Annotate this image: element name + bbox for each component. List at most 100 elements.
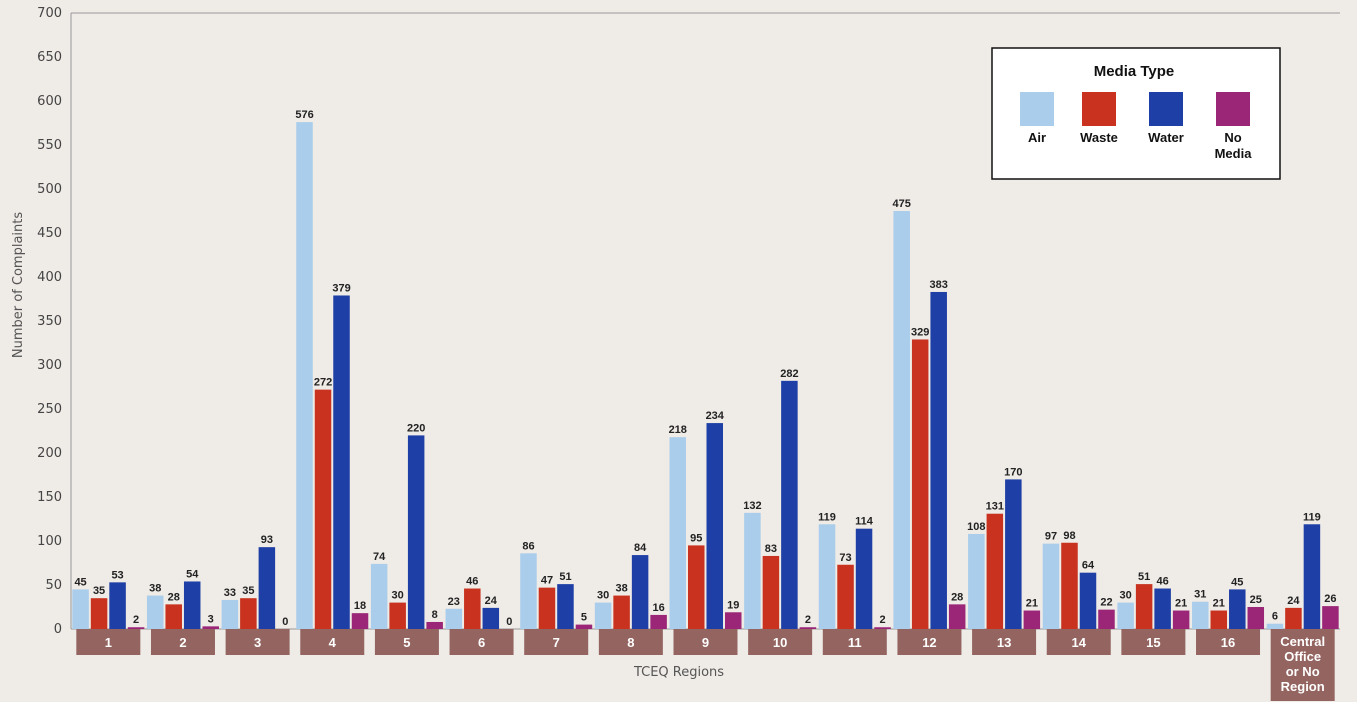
bar xyxy=(911,339,929,629)
legend-label: Media xyxy=(1215,146,1253,161)
bar xyxy=(1172,610,1190,629)
y-tick-label: 550 xyxy=(37,138,62,153)
bar xyxy=(183,581,201,629)
bar xyxy=(464,588,481,629)
category-label-box xyxy=(598,629,663,655)
bar xyxy=(1023,610,1041,629)
bar xyxy=(1079,572,1097,629)
bar xyxy=(333,295,350,629)
data-label: 21 xyxy=(1213,598,1225,610)
data-label: 119 xyxy=(818,511,836,523)
data-label: 28 xyxy=(168,591,180,603)
data-label: 5 xyxy=(581,612,587,624)
data-label: 30 xyxy=(597,590,609,602)
data-label: 30 xyxy=(392,590,404,602)
category-label-box xyxy=(822,629,887,655)
data-label: 54 xyxy=(186,568,199,580)
data-label: 132 xyxy=(743,500,761,512)
data-label: 73 xyxy=(839,552,851,564)
legend-swatch xyxy=(1020,92,1054,126)
data-label: 329 xyxy=(911,326,929,338)
bar xyxy=(781,380,798,629)
data-label: 74 xyxy=(373,551,386,563)
bar xyxy=(818,524,836,629)
data-label: 2 xyxy=(133,614,139,626)
bar xyxy=(1266,623,1284,629)
data-label: 64 xyxy=(1082,560,1095,572)
data-label: 18 xyxy=(354,600,366,612)
category-label: 9 xyxy=(702,635,709,650)
category-label-box xyxy=(1196,629,1261,655)
data-label: 28 xyxy=(951,591,963,603)
data-label: 21 xyxy=(1175,598,1187,610)
category-label-box xyxy=(225,629,290,655)
category-label: 14 xyxy=(1072,635,1087,650)
bar xyxy=(314,389,332,629)
data-label: 383 xyxy=(930,279,948,291)
category-label-box xyxy=(748,629,813,655)
bar xyxy=(296,122,313,630)
data-label: 2 xyxy=(805,614,811,626)
bar xyxy=(948,604,966,629)
data-label: 31 xyxy=(1194,589,1206,601)
data-label: 220 xyxy=(407,422,425,434)
data-label: 97 xyxy=(1045,531,1057,543)
data-label: 22 xyxy=(1100,597,1112,609)
bar xyxy=(968,533,985,629)
category-label: 15 xyxy=(1146,635,1160,650)
category-label-box xyxy=(1121,629,1186,655)
category-label: 2 xyxy=(179,635,186,650)
bar xyxy=(650,614,667,629)
bar xyxy=(986,513,1004,629)
data-label: 282 xyxy=(780,368,798,380)
category-label: 11 xyxy=(848,635,862,650)
data-label: 108 xyxy=(967,521,985,533)
legend-swatch xyxy=(1149,92,1183,126)
bar xyxy=(1042,543,1060,629)
data-label: 119 xyxy=(1303,511,1321,523)
bar xyxy=(874,627,891,629)
y-tick-label: 150 xyxy=(37,490,62,505)
category-label: 1 xyxy=(105,635,112,650)
y-tick-label: 50 xyxy=(45,578,62,593)
legend-label: No xyxy=(1224,130,1241,145)
bar xyxy=(930,291,947,629)
bar xyxy=(688,545,705,629)
data-label: 95 xyxy=(690,532,702,544)
bar xyxy=(351,613,369,629)
bar xyxy=(520,553,537,629)
data-label: 19 xyxy=(727,599,739,611)
y-tick-label: 650 xyxy=(37,50,62,65)
bar xyxy=(426,621,443,629)
data-label: 114 xyxy=(855,516,874,528)
bar xyxy=(240,598,257,629)
legend-label: Water xyxy=(1148,130,1184,145)
data-label: 33 xyxy=(224,587,236,599)
legend-swatch xyxy=(1216,92,1250,126)
bar xyxy=(669,437,686,629)
data-label: 35 xyxy=(242,585,254,597)
bar xyxy=(165,604,182,629)
bar xyxy=(706,423,723,629)
data-label: 30 xyxy=(1120,590,1132,602)
data-label: 8 xyxy=(432,609,438,621)
category-label-box xyxy=(449,629,514,655)
category-label: or No xyxy=(1286,664,1320,679)
bar xyxy=(146,595,164,629)
bar xyxy=(90,598,108,629)
bar xyxy=(1210,610,1228,629)
data-label: 26 xyxy=(1324,593,1336,605)
category-label-box xyxy=(76,629,141,655)
legend-label: Waste xyxy=(1080,130,1118,145)
data-label: 475 xyxy=(893,198,911,210)
bar xyxy=(1117,602,1134,629)
data-label: 45 xyxy=(1231,576,1243,588)
bar xyxy=(202,626,219,629)
bar xyxy=(613,595,630,629)
category-label-box xyxy=(374,629,439,655)
bar xyxy=(575,624,593,629)
category-label-box xyxy=(1046,629,1111,655)
category-label: Central xyxy=(1280,634,1325,649)
